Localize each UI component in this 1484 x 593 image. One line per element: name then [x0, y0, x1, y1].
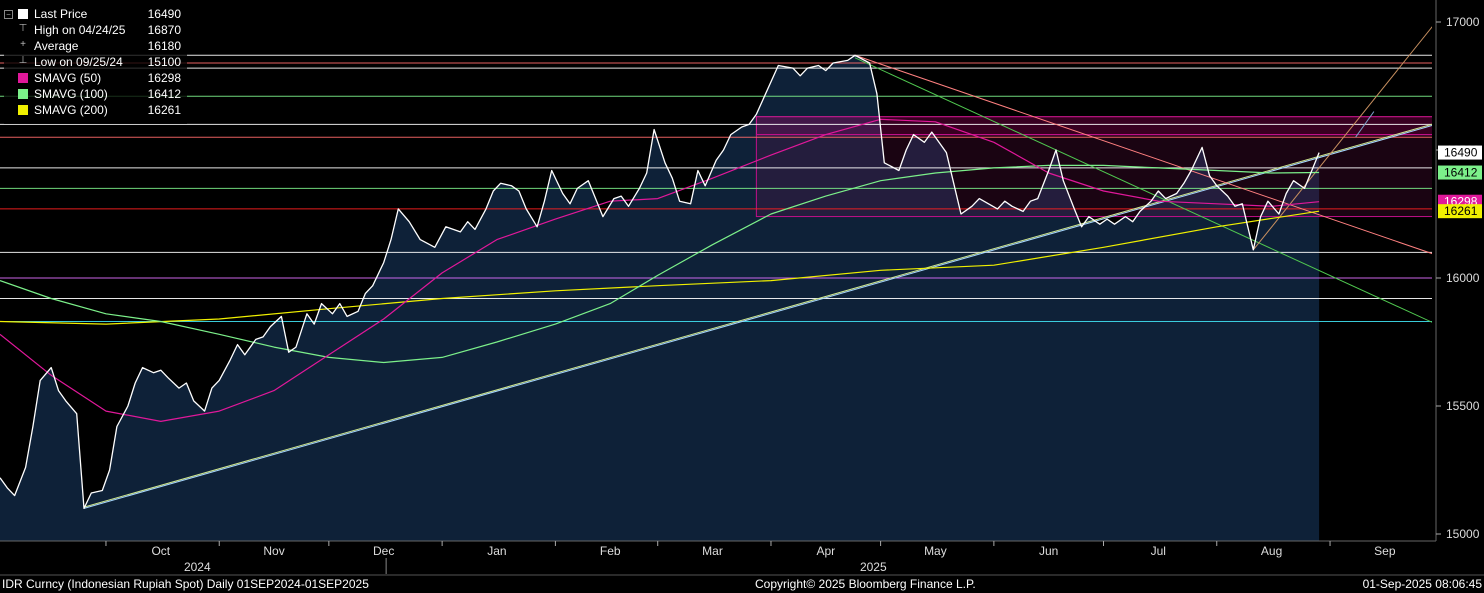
high-tick-icon: ⊤: [18, 23, 28, 34]
legend-value: 16261: [147, 103, 181, 117]
value-label-box: [1438, 145, 1482, 160]
footer-timestamp: 01-Sep-2025 08:06:45: [1362, 577, 1482, 591]
footer-security-label: IDR Curncy (Indonesian Rupiah Spot) Dail…: [2, 577, 369, 591]
legend-collapse-icon[interactable]: −: [4, 10, 13, 19]
trend-line: [83, 123, 1432, 508]
legend: − Last Price 16490 ⊤ High on 04/24/25 16870 +…: [4, 6, 187, 124]
legend-value: 16298: [147, 71, 181, 85]
legend-value: 15100: [147, 55, 181, 69]
value-label: 16412: [1444, 166, 1478, 180]
x-month-label: Jun: [1039, 544, 1058, 558]
legend-value: 16412: [147, 87, 181, 101]
value-label-box: [1438, 204, 1482, 219]
y-tick-label: 15500: [1446, 399, 1480, 413]
trend-line: [1355, 111, 1375, 138]
x-month-label: Mar: [702, 544, 723, 558]
x-month-label: Jul: [1151, 544, 1166, 558]
legend-value: 16180: [147, 39, 181, 53]
x-month-label: Nov: [263, 544, 284, 558]
trend-line: [1252, 26, 1432, 251]
x-month-label: Aug: [1261, 544, 1282, 558]
legend-swatch-icon: [18, 73, 28, 83]
legend-row[interactable]: SMAVG (50) 16298: [4, 70, 187, 86]
legend-label: Last Price: [34, 7, 88, 21]
sma200-line: [0, 210, 1320, 325]
x-month-label: May: [924, 544, 947, 558]
y-tick-label: 17000: [1446, 15, 1480, 29]
x-year-label: 2025: [860, 560, 887, 574]
x-month-label: Sep: [1374, 544, 1396, 558]
legend-label: Low on 09/25/24: [34, 55, 123, 69]
x-month-label: Jan: [487, 544, 506, 558]
x-month-label: Oct: [151, 544, 170, 558]
value-label: 16261: [1444, 204, 1478, 218]
x-month-label: Feb: [600, 544, 621, 558]
legend-label: SMAVG (100): [34, 87, 108, 101]
legend-row[interactable]: + Average 16180: [4, 38, 187, 54]
y-tick-label: 16000: [1446, 271, 1480, 285]
legend-label: Average: [34, 39, 79, 53]
x-month-label: Apr: [816, 544, 835, 558]
legend-value: 16490: [147, 7, 181, 21]
legend-row[interactable]: SMAVG (100) 16412: [4, 86, 187, 102]
plot-area: [0, 26, 1432, 541]
low-tick-icon: ⊥: [18, 55, 28, 66]
y-tick-label: 15000: [1446, 527, 1480, 541]
legend-label: SMAVG (50): [34, 71, 102, 85]
price-line: [0, 54, 1320, 510]
legend-label: High on 04/24/25: [34, 23, 126, 37]
legend-swatch-icon: [18, 105, 28, 115]
legend-swatch-icon: [18, 89, 28, 99]
sma50-line: [0, 118, 1320, 422]
legend-row[interactable]: Last Price 16490: [4, 6, 187, 22]
footer-copyright: Copyright© 2025 Bloomberg Finance L.P.: [755, 577, 976, 591]
legend-value: 16870: [147, 23, 181, 37]
trend-line: [83, 125, 1432, 509]
legend-label: SMAVG (200): [34, 103, 108, 117]
x-month-label: Dec: [373, 544, 394, 558]
trend-line: [854, 57, 1432, 323]
trend-line: [854, 54, 1432, 255]
legend-swatch-icon: [18, 9, 28, 19]
legend-row[interactable]: ⊥ Low on 09/25/24 15100: [4, 54, 187, 70]
legend-row[interactable]: SMAVG (200) 16261: [4, 102, 187, 118]
range-box: [755, 134, 1432, 218]
legend-row[interactable]: ⊤ High on 04/24/25 16870: [4, 22, 187, 38]
value-label-box: [1438, 165, 1482, 180]
average-cross-icon: +: [20, 39, 26, 50]
x-year-label: 2024: [184, 560, 211, 574]
value-label: 16490: [1444, 146, 1478, 160]
sma100-line: [0, 164, 1320, 364]
